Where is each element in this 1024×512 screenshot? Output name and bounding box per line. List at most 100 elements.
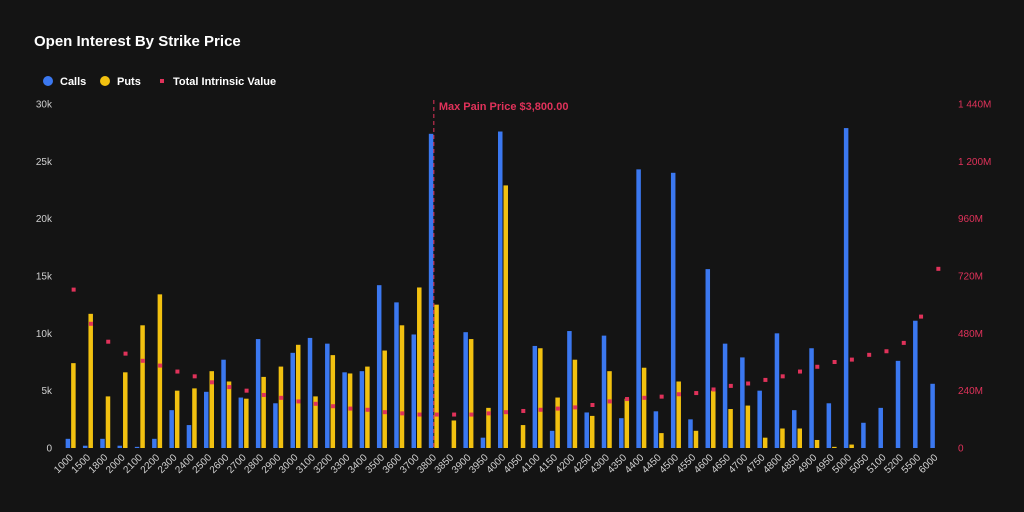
intrinsic-value-point-5050[interactable] [867, 352, 872, 357]
intrinsic-value-point-3000[interactable] [296, 399, 301, 404]
puts-bar-4000[interactable] [503, 185, 509, 448]
puts-bar-4500[interactable] [676, 381, 681, 448]
calls-bar-3200[interactable] [325, 343, 330, 448]
puts-bar-3000[interactable] [295, 344, 301, 448]
intrinsic-value-point-3300[interactable] [348, 406, 353, 411]
calls-bar-3700[interactable] [411, 334, 417, 448]
calls-bar-2400[interactable] [186, 425, 192, 448]
calls-bar-2000[interactable] [117, 445, 123, 448]
intrinsic-value-point-4300[interactable] [607, 399, 612, 404]
intrinsic-value-point-3200[interactable] [331, 404, 336, 409]
intrinsic-value-point-2800[interactable] [261, 392, 266, 397]
calls-bar-4400[interactable] [636, 169, 641, 449]
calls-bar-1800[interactable] [100, 438, 105, 448]
calls-bar-1000[interactable] [65, 438, 71, 448]
puts-bar-4600[interactable] [711, 390, 716, 448]
intrinsic-value-point-3400[interactable] [365, 407, 370, 412]
calls-bar-4550[interactable] [688, 419, 693, 448]
intrinsic-value-point-4750[interactable] [763, 377, 768, 382]
puts-bar-3850[interactable] [451, 420, 457, 448]
intrinsic-value-point-5500[interactable] [919, 314, 924, 319]
calls-bar-4600[interactable] [705, 269, 711, 448]
calls-bar-4800[interactable] [774, 333, 780, 448]
intrinsic-value-point-2500[interactable] [210, 380, 214, 385]
intrinsic-value-point-1500[interactable] [88, 321, 93, 326]
calls-bar-4150[interactable] [549, 430, 555, 448]
puts-bar-3700[interactable] [417, 287, 422, 448]
puts-bar-2600[interactable] [226, 381, 232, 448]
intrinsic-value-point-3950[interactable] [486, 411, 491, 416]
intrinsic-value-point-3600[interactable] [400, 411, 405, 416]
puts-bar-4200[interactable] [572, 359, 578, 448]
puts-bar-4700[interactable] [745, 405, 751, 448]
puts-bar-3600[interactable] [399, 325, 405, 448]
calls-bar-3900[interactable] [463, 332, 468, 448]
calls-bar-4300[interactable] [601, 335, 607, 448]
intrinsic-value-point-2600[interactable] [227, 385, 232, 390]
intrinsic-value-point-2000[interactable] [123, 351, 128, 356]
puts-bar-4450[interactable] [659, 433, 664, 448]
intrinsic-value-point-4900[interactable] [815, 364, 820, 369]
puts-bar-3100[interactable] [313, 396, 318, 448]
calls-bar-4900[interactable] [809, 348, 814, 448]
puts-bar-4050[interactable] [520, 425, 526, 448]
calls-bar-6000[interactable] [930, 383, 935, 448]
puts-bar-2300[interactable] [174, 390, 180, 448]
calls-bar-4850[interactable] [792, 410, 797, 448]
intrinsic-value-point-4850[interactable] [798, 369, 802, 374]
intrinsic-value-point-4400[interactable] [642, 395, 647, 400]
calls-bar-4250[interactable] [584, 412, 589, 448]
puts-bar-2200[interactable] [157, 294, 163, 448]
puts-bar-1500[interactable] [88, 313, 93, 448]
intrinsic-value-point-4150[interactable] [555, 406, 560, 411]
puts-bar-4400[interactable] [641, 367, 647, 448]
calls-bar-4750[interactable] [757, 390, 762, 448]
puts-bar-4350[interactable] [624, 398, 630, 448]
intrinsic-value-point-4650[interactable] [728, 383, 733, 388]
calls-bar-3000[interactable] [290, 352, 295, 448]
puts-bar-4650[interactable] [728, 409, 733, 448]
intrinsic-value-point-4350[interactable] [625, 397, 630, 402]
intrinsic-value-point-2900[interactable] [279, 395, 284, 400]
intrinsic-value-point-4950[interactable] [832, 360, 837, 364]
calls-bar-3950[interactable] [480, 437, 486, 448]
intrinsic-value-point-4450[interactable] [659, 394, 664, 399]
intrinsic-value-point-4250[interactable] [590, 403, 595, 407]
calls-bar-5000[interactable] [843, 128, 849, 448]
puts-bar-4750[interactable] [762, 437, 768, 448]
intrinsic-value-point-5100[interactable] [884, 349, 889, 354]
calls-bar-5200[interactable] [895, 360, 901, 448]
intrinsic-value-point-4000[interactable] [504, 410, 508, 415]
intrinsic-value-point-4800[interactable] [780, 374, 785, 379]
calls-bar-2200[interactable] [152, 438, 157, 448]
puts-bar-4850[interactable] [797, 428, 803, 448]
calls-bar-4450[interactable] [653, 411, 659, 448]
calls-bar-3400[interactable] [359, 371, 365, 448]
calls-bar-3500[interactable] [376, 285, 382, 448]
calls-bar-2500[interactable] [204, 391, 209, 448]
puts-bar-2700[interactable] [244, 398, 249, 448]
calls-bar-3100[interactable] [307, 337, 313, 448]
calls-bar-4650[interactable] [722, 343, 728, 448]
puts-bar-2100[interactable] [140, 325, 145, 448]
puts-bar-4150[interactable] [555, 397, 560, 448]
puts-bar-3950[interactable] [486, 407, 491, 448]
intrinsic-value-point-3700[interactable] [417, 412, 422, 417]
intrinsic-value-point-3800[interactable] [434, 412, 439, 417]
puts-bar-2400[interactable] [192, 388, 197, 448]
intrinsic-value-point-4050[interactable] [521, 408, 526, 413]
intrinsic-value-point-4600[interactable] [711, 387, 716, 392]
calls-bar-5500[interactable] [913, 320, 918, 448]
intrinsic-value-point-3850[interactable] [452, 412, 457, 417]
puts-bar-4250[interactable] [589, 415, 595, 448]
calls-bar-2900[interactable] [273, 403, 278, 448]
intrinsic-value-point-6000[interactable] [936, 266, 941, 271]
intrinsic-value-point-1000[interactable] [71, 287, 76, 292]
intrinsic-value-point-4100[interactable] [538, 407, 543, 412]
puts-bar-4950[interactable] [832, 446, 837, 448]
puts-bar-1000[interactable] [71, 363, 76, 448]
calls-bar-2600[interactable] [221, 359, 226, 448]
legend-item-calls[interactable]: Calls [43, 76, 86, 88]
puts-bar-2500[interactable] [209, 371, 215, 448]
calls-bar-1500[interactable] [82, 445, 88, 448]
